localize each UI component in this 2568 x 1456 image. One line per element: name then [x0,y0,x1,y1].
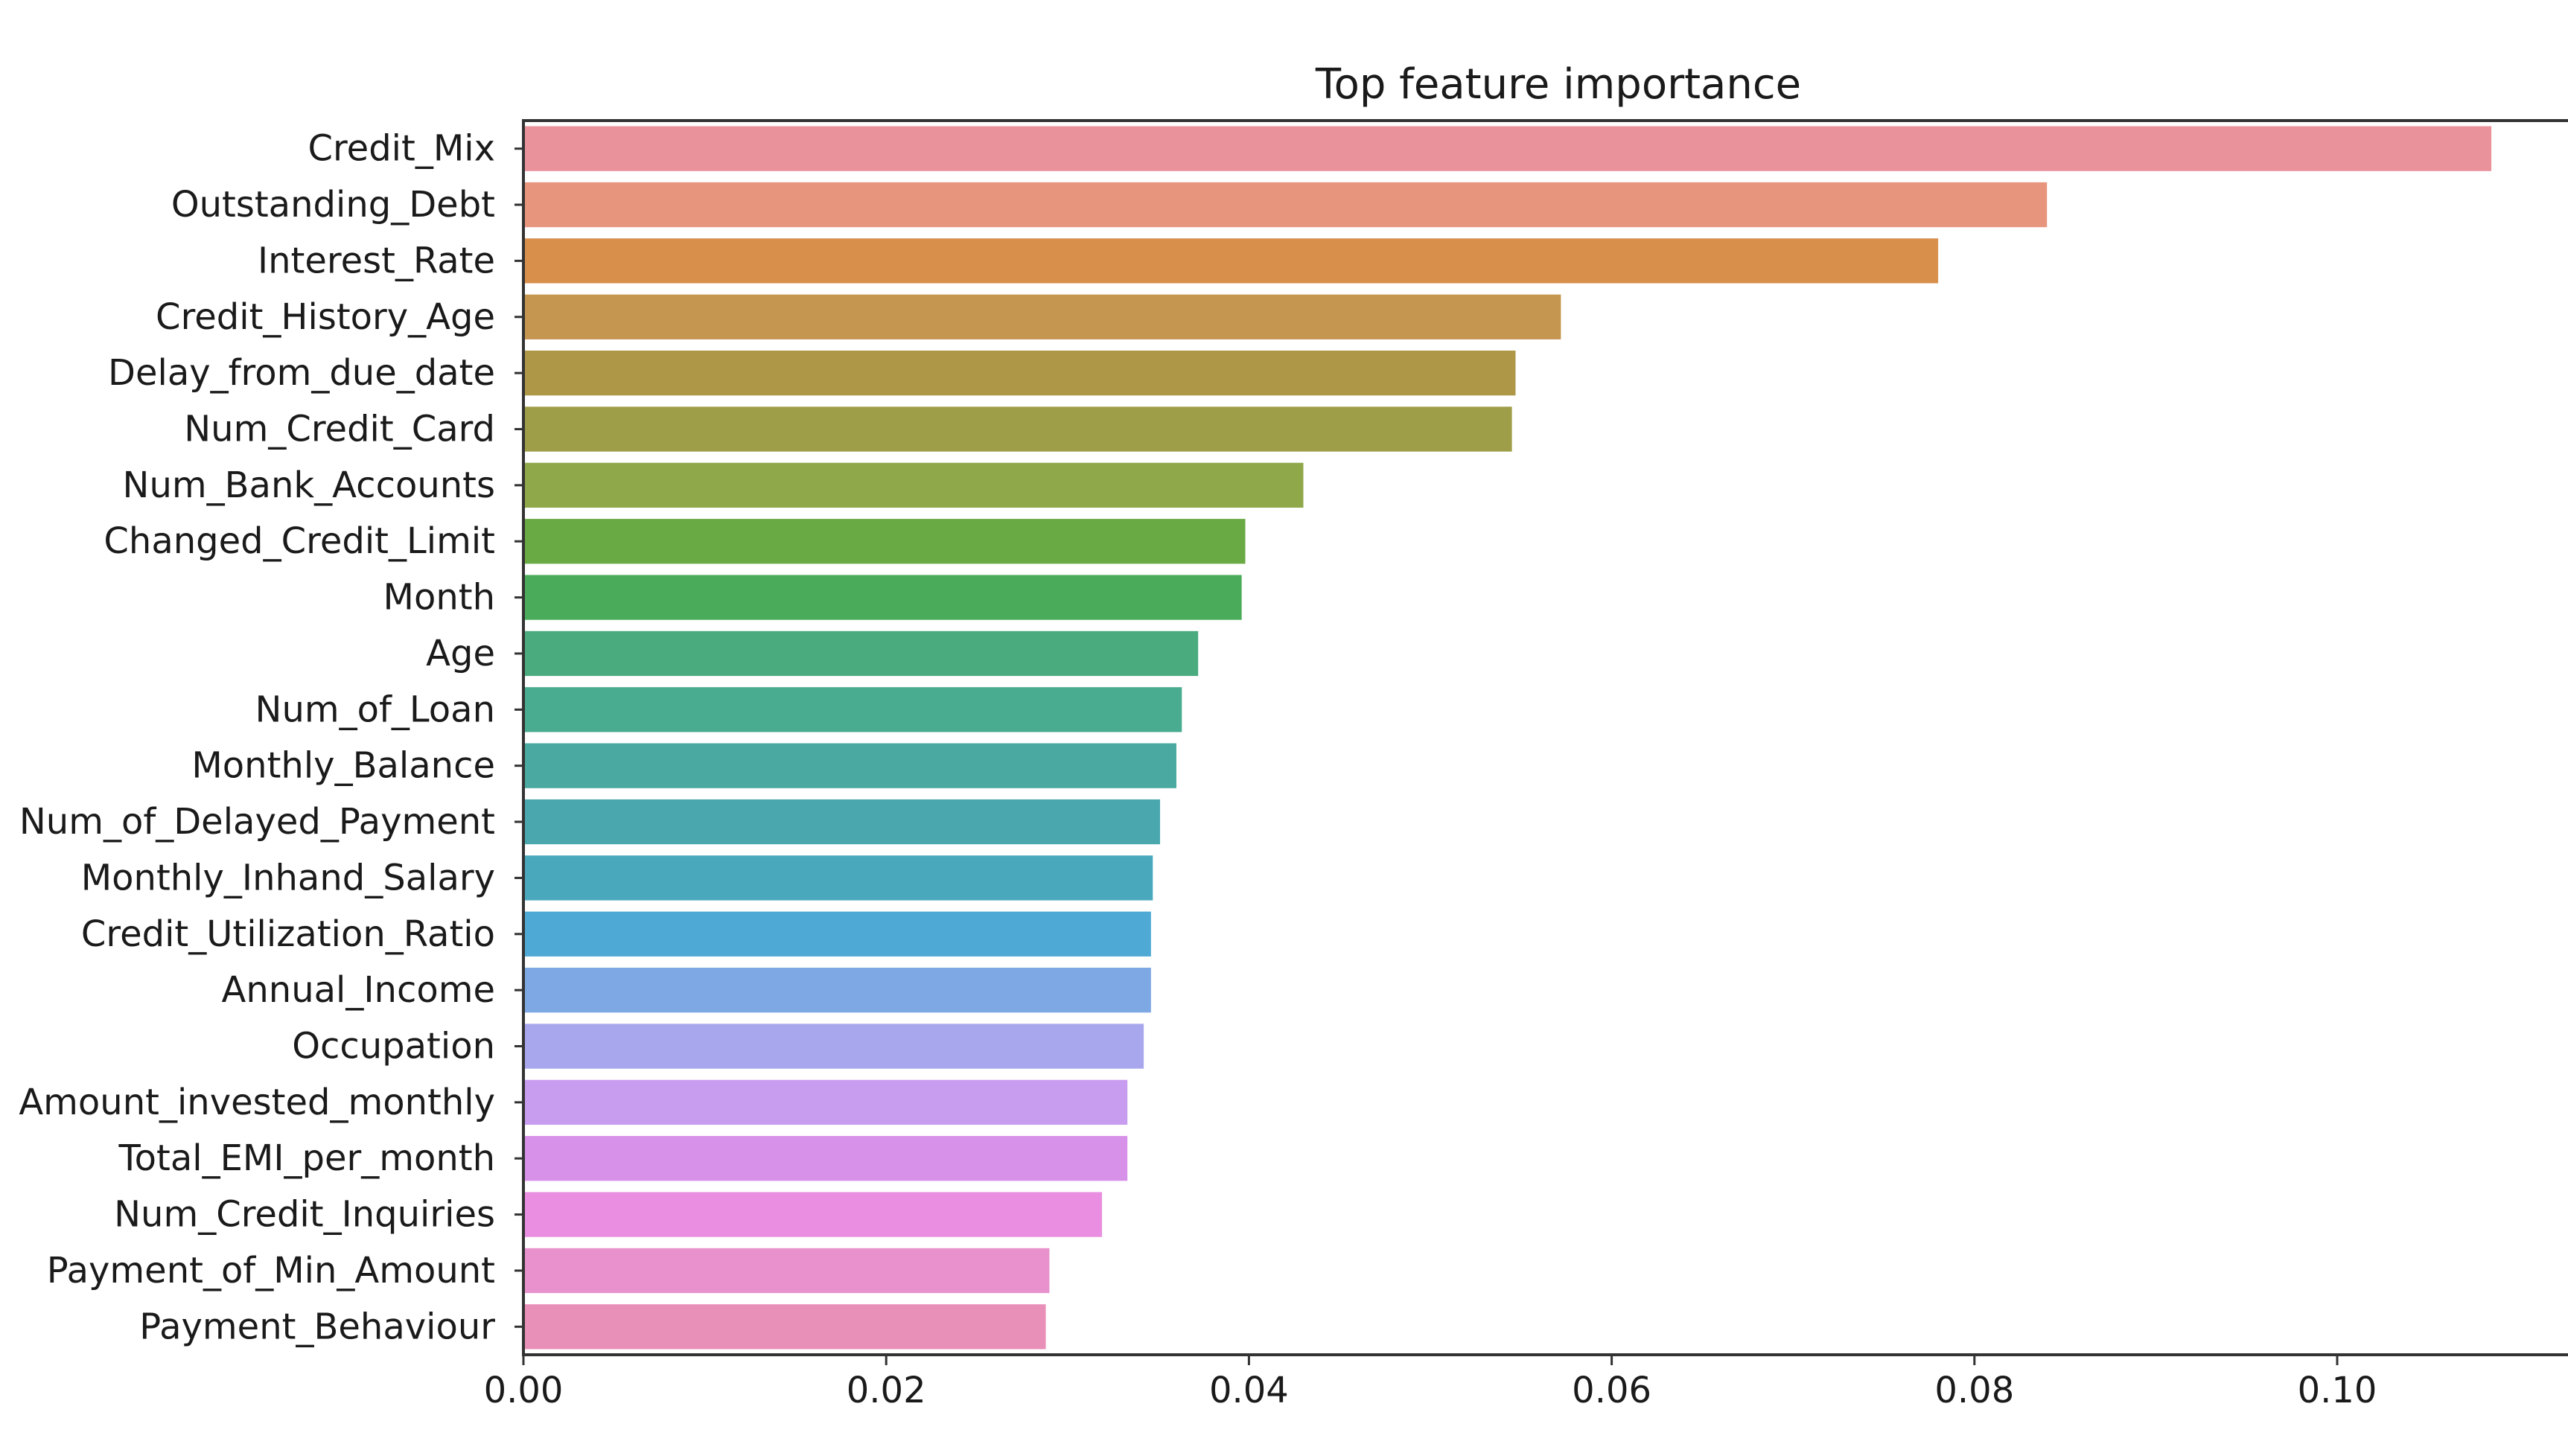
bar-annual-income [523,967,1151,1013]
y-tick-labels: Credit_Mix Outstanding_Debt Interest_Rate C… [19,128,523,1347]
y-tick-label: Num_Credit_Card [184,409,495,450]
bar-credit-mix [523,126,2492,171]
y-tick-label: Month [383,577,495,619]
bar-num-of-loan [523,687,1182,732]
y-tick-label: Credit_History_Age [156,296,495,338]
axes-frame [522,119,2568,1356]
bar-credit-history-age [523,294,1561,339]
y-tick-label: Interest_Rate [258,240,495,281]
x-tick-label: 0.10 [2298,1370,2377,1411]
bar-changed-credit-limit [523,519,1246,564]
bar-total-emi-per-month [523,1136,1128,1181]
y-tick-label: Annual_Income [222,969,495,1011]
y-tick-label: Occupation [292,1026,495,1067]
bar-num-of-delayed-payment [523,799,1161,845]
y-tick-label: Payment_of_Min_Amount [47,1250,495,1291]
y-tick-label: Monthly_Balance [191,745,495,787]
x-tick-label: 0.04 [1209,1370,1289,1411]
x-tick-label: 0.02 [847,1370,926,1411]
bar-credit-utilization-ratio [523,911,1151,957]
y-tick-label: Credit_Utilization_Ratio [81,913,495,955]
bar-num-bank-accounts [523,462,1304,508]
y-tick-label: Monthly_Inhand_Salary [81,857,495,898]
bar-age [523,630,1199,677]
bar-payment-behaviour [523,1304,1046,1350]
bar-num-credit-card [523,406,1512,452]
x-axis-ticks: 0.00 0.02 0.04 0.06 0.08 0.10 [484,1355,2377,1411]
y-tick-label: Total_EMI_per_month [118,1137,495,1179]
bar-month [523,575,1242,620]
x-tick-label: 0.08 [1934,1370,2014,1411]
y-tick-label: Num_of_Loan [255,689,495,730]
bar-outstanding-debt [523,182,2048,228]
y-tick-label: Changed_Credit_Limit [103,520,495,562]
bar-monthly-inhand-salary [523,855,1153,901]
y-tick-label: Num_of_Delayed_Payment [19,801,495,843]
y-tick-label: Age [426,633,495,674]
bar-amount-invested-monthly [523,1079,1128,1125]
y-tick-label: Payment_Behaviour [139,1306,495,1347]
y-tick-label: Delay_from_due_date [108,352,495,394]
chart-title: Top feature importance [1315,60,1801,109]
y-tick-label: Num_Credit_Inquiries [114,1194,495,1236]
y-tick-label: Num_Bank_Accounts [123,464,495,506]
bar-delay-from-due-date [523,350,1516,396]
y-tick-label: Outstanding_Debt [171,184,495,226]
bar-occupation [523,1024,1144,1069]
bars-layer [523,126,2492,1350]
bar-num-credit-inquiries [523,1192,1103,1237]
x-tick-label: 0.00 [484,1370,564,1411]
x-tick-label: 0.06 [1572,1370,1651,1411]
y-tick-label: Credit_Mix [308,128,495,170]
bar-payment-of-min-amount [523,1248,1050,1294]
y-tick-label: Amount_invested_monthly [19,1082,495,1123]
bar-interest-rate [523,238,1939,284]
bar-monthly-balance [523,743,1176,788]
